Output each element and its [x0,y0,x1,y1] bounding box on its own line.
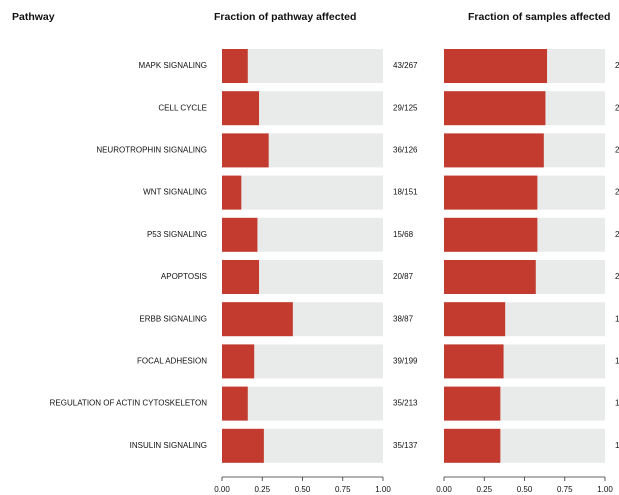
x-tick-label: 0.00 [436,485,452,494]
x-tick-label: 0.00 [214,485,230,494]
value-label: 18/151 [393,188,418,197]
value-label: 35/213 [393,399,418,408]
annotation: 2 [615,103,619,112]
category-label: NEUROTROPHIN SIGNALING [96,146,207,155]
value-label: 29/125 [393,103,418,112]
annotation: 2 [615,230,619,239]
annotation: 2 [615,146,619,155]
category-label: FOCAL ADHESION [137,357,207,366]
bar [222,260,260,294]
category-label: ERBB SIGNALING [139,314,207,323]
category-label: INSULIN SIGNALING [130,441,207,450]
bar [444,344,504,379]
x-tick-label: 1.00 [597,485,613,494]
value-label: 15/68 [393,230,414,239]
bar [222,175,242,210]
value-label: 20/87 [393,272,414,281]
bar [444,91,546,126]
bar [444,133,544,168]
bar [222,49,248,83]
x-tick-label: 0.75 [557,485,573,494]
bar [444,260,536,294]
bar [222,91,260,126]
track [222,386,383,421]
annotation: 1 [615,441,619,450]
bar [444,302,506,337]
x-tick-label: 0.50 [517,485,533,494]
category-label: REGULATION OF ACTIN CYTOSKELETON [50,399,208,408]
panel-title: Fraction of pathway affected [214,11,356,23]
category-label: WNT SIGNALING [143,188,207,197]
x-tick-label: 0.25 [254,485,270,494]
bar [444,217,538,252]
value-label: 39/199 [393,357,418,366]
panel-title: Fraction of samples affected [468,11,610,23]
track [222,175,383,210]
annotation: 2 [615,61,619,70]
x-tick-label: 0.75 [335,485,351,494]
category-label: MAPK SIGNALING [139,61,207,70]
bar [222,428,264,463]
bar [222,386,248,421]
annotation: 2 [615,188,619,197]
header: Pathway [12,11,55,23]
category-label: P53 SIGNALING [147,230,207,239]
bar [444,386,501,421]
x-tick-label: 0.25 [476,485,492,494]
annotation: 2 [615,272,619,281]
bar [444,49,548,83]
value-label: 35/137 [393,441,418,450]
bar [222,133,269,168]
x-tick-label: 0.50 [295,485,311,494]
value-label: 43/267 [393,61,418,70]
bar [222,344,255,379]
bar [222,302,293,337]
category-label: CELL CYCLE [158,103,207,112]
value-label: 38/87 [393,314,414,323]
category-label: APOPTOSIS [161,272,207,281]
bar [444,428,501,463]
track [222,49,383,83]
bar [444,175,538,210]
annotation: 1 [615,399,619,408]
bar [222,217,258,252]
value-label: 36/126 [393,146,418,155]
x-tick-label: 1.00 [375,485,391,494]
annotation: 1 [615,357,619,366]
annotation: 1 [615,314,619,323]
